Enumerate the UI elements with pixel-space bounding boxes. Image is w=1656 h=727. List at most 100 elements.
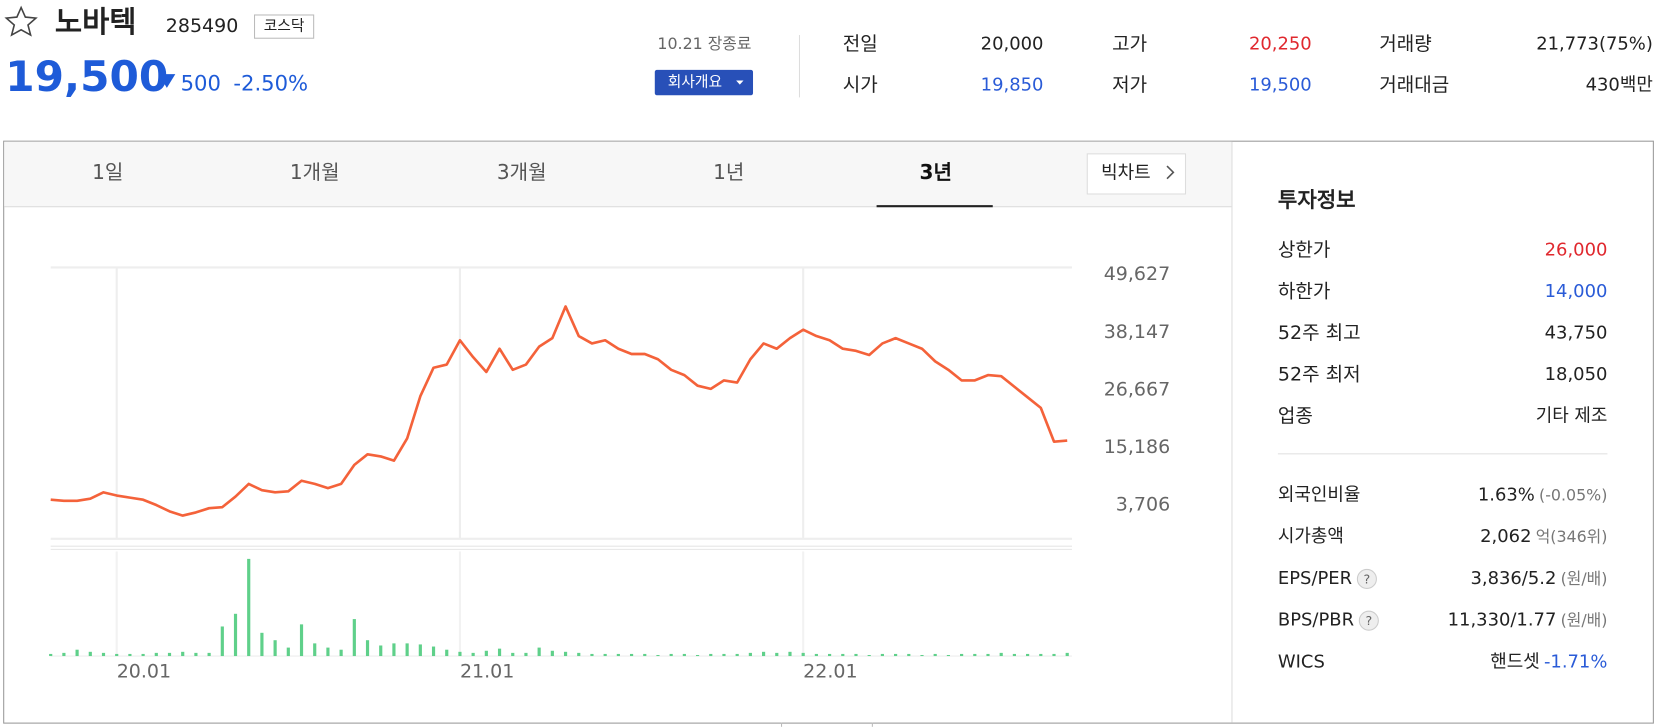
- volume-bar: [484, 650, 488, 657]
- volume-bar: [1065, 652, 1069, 657]
- invest-value-note: -1.71%: [1544, 651, 1607, 672]
- tab[interactable]: 3개월: [497, 160, 547, 184]
- invest-info: 상한가 26,000 하한가 14,000 52주 최고 43,750 52주 최저 18,0…: [1278, 239, 1608, 672]
- volume-bar: [154, 652, 158, 657]
- invest-label: EPS/PER: [1278, 568, 1352, 589]
- price-change: 500: [181, 71, 221, 96]
- help-icon[interactable]: [1356, 568, 1377, 589]
- y-tick-label: 49,627: [1104, 263, 1170, 285]
- volume-bar: [326, 647, 330, 657]
- invest-value-main: 11,330/1.77: [1448, 610, 1557, 631]
- help-icon[interactable]: [1358, 610, 1379, 631]
- volume-bar: [577, 652, 581, 657]
- invest-value-main: 3,836/5.2: [1470, 568, 1556, 589]
- volume-bar: [695, 654, 700, 657]
- volume-bar: [603, 653, 607, 657]
- invest-value-note: (-0.05%): [1539, 485, 1607, 504]
- invest-label: 52주 최저: [1278, 364, 1361, 386]
- stat-value: 20,250: [1249, 34, 1312, 55]
- volume-bar: [365, 640, 370, 657]
- invest-value: 2,062 억(346위): [1480, 526, 1607, 547]
- stock-code: 285490: [166, 15, 239, 37]
- volume-bar: [748, 652, 752, 657]
- big-chart-button[interactable]: [1086, 153, 1187, 195]
- volume-bar: [894, 653, 898, 657]
- volume-bar: [973, 653, 977, 657]
- volume-bar: [761, 651, 766, 657]
- volume-bar: [458, 651, 462, 657]
- invest-label: 업종: [1278, 405, 1313, 427]
- volume-bar: [247, 558, 251, 657]
- price-change-rate: -2.50%: [233, 71, 308, 96]
- volume-bar: [511, 652, 515, 657]
- invest-value-note: 억(346위): [1536, 527, 1608, 546]
- volume-bar: [854, 653, 858, 657]
- volume-bar: [841, 653, 845, 657]
- volume-bar: [299, 624, 304, 657]
- volume-bar: [775, 652, 779, 657]
- tab[interactable]: 3년: [920, 160, 952, 184]
- stat-label: 거래대금: [1379, 74, 1449, 96]
- big-chart-label[interactable]: 빅차트: [1101, 162, 1151, 183]
- invest-value: 기타 제조: [1536, 406, 1608, 427]
- invest-value: 18,050: [1545, 364, 1608, 385]
- volume-bar: [379, 645, 383, 657]
- company-button[interactable]: [654, 69, 754, 96]
- volume-bar: [880, 653, 884, 657]
- y-tick-label: 38,147: [1104, 321, 1170, 343]
- down-arrow: [158, 74, 176, 88]
- volume-bar: [88, 651, 92, 657]
- volume-bar: [181, 651, 185, 657]
- volume-bar: [709, 653, 713, 657]
- volume-bar: [722, 653, 726, 657]
- market-badge: [253, 14, 315, 39]
- volume-bar: [643, 653, 647, 657]
- price: 19,500: [5, 52, 168, 101]
- volume-bar: [101, 652, 106, 657]
- volume-bar: [788, 651, 792, 657]
- tab[interactable]: 1년: [713, 160, 744, 184]
- invest-value-main: 핸드셋: [1490, 651, 1540, 672]
- tabs: 1일 1개월 3개월 1년 3년: [92, 160, 993, 208]
- volume-bar: [273, 640, 277, 657]
- stat-value: 19,500: [1249, 75, 1312, 96]
- chevron: [1166, 165, 1175, 180]
- price-line: [50, 305, 1068, 517]
- volume-bar: [260, 632, 264, 657]
- volume-bar: [616, 653, 620, 657]
- volume-bar: [563, 651, 568, 657]
- volume-bar: [735, 653, 739, 657]
- volume-bar: [828, 653, 832, 657]
- volume-bar: [867, 654, 871, 657]
- y-tick-label: 26,667: [1104, 378, 1170, 400]
- invest-value-main: 2,062: [1480, 526, 1531, 547]
- invest-value-note: (원/배): [1561, 568, 1608, 587]
- volume-bar: [286, 647, 290, 657]
- volume-bar: [669, 653, 673, 657]
- volume-bar: [590, 653, 594, 657]
- invest-title: 투자정보: [1278, 187, 1356, 212]
- favorite-star[interactable]: [4, 5, 38, 37]
- volume-bar: [907, 653, 911, 657]
- company-button-label[interactable]: 회사개요: [668, 74, 722, 91]
- tab[interactable]: 1개월: [290, 160, 340, 184]
- stat-value: 21,773(75%): [1536, 34, 1653, 55]
- volume-bar: [445, 649, 449, 657]
- x-tick-label: 20.01: [117, 660, 171, 682]
- invest-label: 52주 최고: [1278, 322, 1361, 344]
- volume-bar: [1026, 653, 1030, 657]
- invest-value: 14,000: [1545, 281, 1608, 302]
- tab[interactable]: 1일: [92, 160, 123, 184]
- volume-bar: [220, 626, 224, 657]
- stat-label: 시가: [843, 74, 878, 96]
- volume-bar: [339, 649, 343, 657]
- volume-bar: [1012, 653, 1016, 657]
- invest-label: 외국인비율: [1278, 485, 1361, 506]
- stat-value: 430백만: [1586, 75, 1653, 96]
- volume-bar: [431, 646, 436, 657]
- volume-bar: [537, 647, 541, 657]
- y-tick-label: 15,186: [1104, 436, 1170, 458]
- volume-bar: [1052, 653, 1056, 657]
- x-tick-label: 21.01: [460, 660, 514, 682]
